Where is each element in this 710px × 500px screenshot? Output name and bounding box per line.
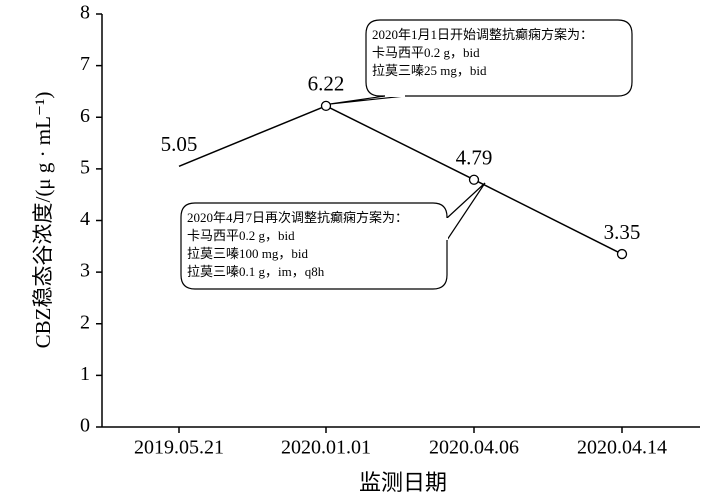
annotation-line: 拉莫三嗪0.1 g，im，q8h (187, 264, 325, 279)
data-label: 6.22 (308, 72, 345, 96)
y-tick-label: 2 (80, 311, 90, 333)
data-line (178, 105, 623, 255)
x-tick-label: 2020.01.01 (281, 437, 371, 459)
y-tick-label: 1 (80, 363, 90, 385)
y-axis-label: CBZ稳态谷浓度/(μ g · mL⁻¹) (31, 92, 55, 349)
data-point (320, 100, 332, 112)
y-tick-label: 6 (80, 105, 90, 127)
x-tick-label: 2020.04.06 (429, 437, 519, 459)
data-label: 4.79 (456, 146, 493, 170)
x-tick-label: 2020.04.14 (577, 437, 667, 459)
y-tick-label: 4 (80, 208, 90, 230)
callout-pointer (446, 182, 486, 241)
y-tick-label: 0 (80, 415, 90, 437)
annotation-line: 卡马西平0.2 g，bid (187, 228, 295, 243)
annotation-line: 2020年1月1日开始调整抗癫痫方案为： (372, 27, 593, 42)
annotation-line: 2020年4月7日再次调整抗癫痫方案为： (187, 210, 408, 225)
annotation-line: 拉莫三嗪100 mg，bid (187, 246, 308, 261)
y-tick-label: 7 (80, 53, 90, 75)
data-label: 3.35 (604, 220, 641, 244)
annotation-line: 拉莫三嗪25 mg，bid (372, 63, 487, 78)
y-tick-label: 8 (80, 2, 90, 24)
y-tick-label: 3 (80, 260, 90, 282)
callout-box (180, 202, 448, 290)
data-label: 5.05 (161, 132, 198, 156)
x-tick-label: 2019.05.21 (134, 437, 224, 459)
callout-pointer (329, 95, 406, 105)
callout-box (365, 19, 633, 97)
data-point (616, 248, 628, 260)
x-axis-label: 监测日期 (359, 470, 447, 495)
annotation-line: 卡马西平0.2 g，bid (372, 45, 480, 60)
y-tick-label: 5 (80, 156, 90, 178)
data-point (468, 174, 480, 185)
